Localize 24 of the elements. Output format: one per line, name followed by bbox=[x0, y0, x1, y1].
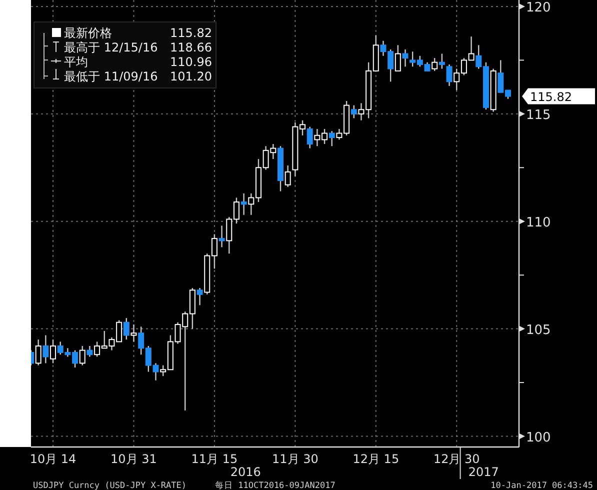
annotation: 最高于 12/15/16 bbox=[64, 40, 158, 54]
annotation: 最新价格 bbox=[64, 26, 112, 40]
text: 2016 bbox=[230, 465, 261, 479]
x-tick-label: 11月 15 bbox=[191, 452, 238, 466]
x-tick-label: 12月 30 bbox=[433, 452, 480, 466]
y-tick-label: 115 bbox=[526, 108, 551, 123]
annotation: 平均 bbox=[64, 55, 88, 69]
annotation: 118.66 bbox=[170, 40, 212, 54]
text: 10-Jan-2017 06:43:45 bbox=[490, 481, 593, 490]
annotation: 115.82 bbox=[170, 26, 212, 40]
y-tick-label: 105 bbox=[526, 322, 551, 338]
annotation: 最低于 11/09/16 bbox=[64, 70, 158, 84]
annotation: 110.96 bbox=[170, 55, 212, 69]
y-tick-label: 100 bbox=[526, 430, 551, 446]
annotation: 101.20 bbox=[170, 70, 212, 84]
x-tick-label: 12月 15 bbox=[352, 452, 400, 466]
y-tick-label: 110 bbox=[526, 215, 551, 230]
x-tick-label: 11月 30 bbox=[272, 452, 318, 466]
x-tick-label: 10月 14 bbox=[30, 452, 76, 466]
text: 每日 11OCT2016-09JAN2017 bbox=[215, 480, 336, 490]
text: 2017 bbox=[468, 465, 499, 479]
x-tick-label: 10月 31 bbox=[110, 452, 157, 466]
text: USDJPY Curncy (USD-JPY X-RATE) bbox=[33, 481, 187, 490]
y-tick-label: 120 bbox=[526, 0, 551, 16]
